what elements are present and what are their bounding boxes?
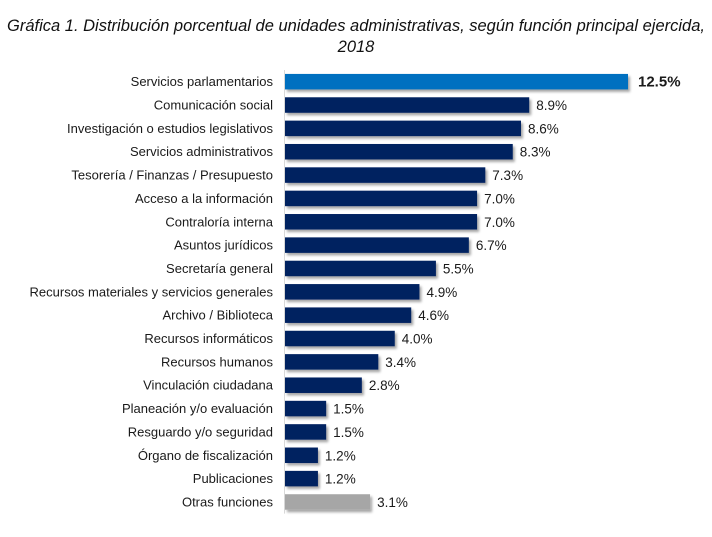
bar-acceso-a-la-informacion <box>285 190 478 207</box>
category-label-vinculacion-ciudadana: Vinculación ciudadana <box>143 378 274 393</box>
category-label-acceso-a-la-informacion: Acceso a la información <box>135 191 273 206</box>
bar-archivo-biblioteca <box>285 307 412 323</box>
category-label-investigacion-o-estudios-legislativos: Investigación o estudios legislativos <box>67 121 273 136</box>
category-label-servicios-parlamentarios: Servicios parlamentarios <box>131 74 274 89</box>
bar-resguardo-y-o-seguridad <box>285 424 327 440</box>
bar-otras-funciones <box>285 494 371 510</box>
bar-comunicacion-social <box>285 97 530 113</box>
category-label-recursos-materiales-y-servicios-generales: Recursos materiales y servicios generale… <box>30 284 274 299</box>
value-label-acceso-a-la-informacion: 7.0% <box>484 191 515 206</box>
value-label-recursos-humanos: 3.4% <box>385 355 416 370</box>
bar-servicios-parlamentarios <box>285 73 628 90</box>
chart-title-line-1: Gráfica 1. Distribución porcentual de un… <box>7 17 705 35</box>
value-label-resguardo-y-o-seguridad: 1.5% <box>333 425 364 440</box>
value-label-planeacion-y-o-evaluacion: 1.5% <box>333 402 364 417</box>
category-label-planeacion-y-o-evaluacion: Planeación y/o evaluación <box>122 401 273 416</box>
chart-title-line-2: 2018 <box>337 38 375 56</box>
value-label-organo-de-fiscalizacion: 1.2% <box>325 448 356 463</box>
value-label-contraloria-interna: 7.0% <box>484 215 515 230</box>
bar-servicios-administrativos <box>285 143 513 160</box>
category-label-archivo-biblioteca: Archivo / Biblioteca <box>162 308 273 323</box>
value-label-recursos-informaticos: 4.0% <box>402 332 433 347</box>
value-label-comunicacion-social: 8.9% <box>536 98 567 113</box>
category-label-recursos-informaticos: Recursos informáticos <box>144 331 273 346</box>
value-label-investigacion-o-estudios-legislativos: 8.6% <box>528 121 559 136</box>
value-label-otras-funciones: 3.1% <box>377 495 408 510</box>
category-label-otras-funciones: Otras funciones <box>182 494 274 509</box>
category-label-tesoreria-finanzas-presupuesto: Tesorería / Finanzas / Presupuesto <box>71 168 273 183</box>
category-label-organo-de-fiscalizacion: Órgano de fiscalización <box>138 448 273 463</box>
category-label-contraloria-interna: Contraloría interna <box>165 214 273 229</box>
bar-recursos-humanos <box>285 354 379 370</box>
bar-contraloria-interna <box>285 214 478 230</box>
bar-recursos-materiales-y-servicios-generales <box>285 284 420 300</box>
value-label-archivo-biblioteca: 4.6% <box>418 308 449 323</box>
value-label-vinculacion-ciudadana: 2.8% <box>369 378 400 393</box>
bar-recursos-informaticos <box>285 330 395 347</box>
bar-secretaria-general <box>285 260 436 277</box>
value-label-servicios-parlamentarios: 12.5% <box>638 74 681 91</box>
category-label-publicaciones: Publicaciones <box>193 471 274 486</box>
value-label-asuntos-juridicos: 6.7% <box>476 238 507 253</box>
value-label-tesoreria-finanzas-presupuesto: 7.3% <box>492 168 523 183</box>
category-labels-group: Servicios parlamentarios Comunicación soc… <box>30 74 274 509</box>
bar-investigacion-o-estudios-legislativos <box>285 120 521 137</box>
bars-group <box>285 73 628 510</box>
value-label-recursos-materiales-y-servicios-generales: 4.9% <box>426 285 457 300</box>
category-label-comunicacion-social: Comunicación social <box>154 98 273 113</box>
category-label-recursos-humanos: Recursos humanos <box>161 354 273 369</box>
value-label-publicaciones: 1.2% <box>325 472 356 487</box>
bar-asuntos-juridicos <box>285 237 469 253</box>
value-label-secretaria-general: 5.5% <box>443 261 474 276</box>
bar-tesoreria-finanzas-presupuesto <box>285 167 486 183</box>
bar-planeacion-y-o-evaluacion <box>285 400 327 417</box>
category-label-servicios-administrativos: Servicios administrativos <box>130 144 274 159</box>
value-labels-group: 12.5% 8.9% 8.6% 8.3% 7.3% 7.0% 7.0% 6.7%5.5% 4.9… <box>325 74 681 510</box>
category-label-secretaria-general: Secretaría general <box>166 261 273 276</box>
bar-vinculacion-ciudadana <box>285 377 362 393</box>
bar-publicaciones <box>285 470 318 487</box>
category-label-asuntos-juridicos: Asuntos jurídicos <box>174 238 273 253</box>
category-label-resguardo-y-o-seguridad: Resguardo y/o seguridad <box>128 424 273 439</box>
value-label-servicios-administrativos: 8.3% <box>520 145 551 160</box>
bar-organo-de-fiscalizacion <box>285 447 318 464</box>
chart-title: Gráfica 1. Distribución porcentual de un… <box>0 16 712 58</box>
